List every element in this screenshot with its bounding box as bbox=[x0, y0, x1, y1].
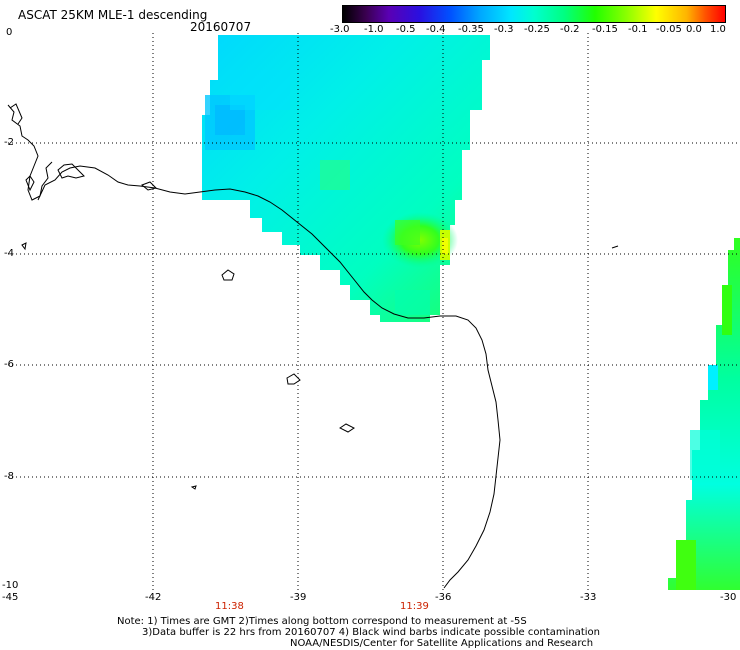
data-swath-main bbox=[202, 35, 490, 322]
colorbar-tick: -0.3 bbox=[494, 24, 514, 35]
note-line-2: 3)Data buffer is 22 hrs from 20160707 4)… bbox=[142, 627, 600, 638]
lon-label: -36 bbox=[435, 592, 452, 603]
lat-label: 0 bbox=[6, 27, 13, 38]
lon-label: -33 bbox=[580, 592, 597, 603]
colorbar-tick: -0.4 bbox=[426, 24, 446, 35]
coastline bbox=[7, 103, 619, 589]
colorbar-tick: -0.1 bbox=[628, 24, 648, 35]
lon-label: -45 bbox=[2, 592, 19, 603]
note-line-1: Note: 1) Times are GMT 2)Times along bot… bbox=[117, 616, 527, 627]
colorbar-tick: -0.15 bbox=[592, 24, 618, 35]
lat-label: -4 bbox=[4, 248, 14, 259]
lon-label: -30 bbox=[720, 592, 737, 603]
lon-label: -42 bbox=[145, 592, 162, 603]
colorbar-tick: 0.0 bbox=[686, 24, 702, 35]
data-swath-right bbox=[668, 238, 740, 590]
map-title: ASCAT 25KM MLE-1 descending bbox=[18, 8, 208, 22]
colorbar-tick: -3.0 bbox=[330, 24, 350, 35]
lat-label: -8 bbox=[4, 471, 14, 482]
colorbar-tick: -0.25 bbox=[524, 24, 550, 35]
colorbar-tick: -0.2 bbox=[560, 24, 580, 35]
lon-label: -39 bbox=[290, 592, 307, 603]
colorbar-tick: -0.35 bbox=[458, 24, 484, 35]
colorbar-tick: -1.0 bbox=[364, 24, 384, 35]
lat-label: -2 bbox=[4, 137, 14, 148]
colorbar-tick: -0.5 bbox=[396, 24, 416, 35]
colorbar bbox=[342, 5, 726, 23]
lat-label: -6 bbox=[4, 359, 14, 370]
note-line-3: NOAA/NESDIS/Center for Satellite Applica… bbox=[290, 638, 594, 649]
colorbar-tick: -0.05 bbox=[656, 24, 682, 35]
colorbar-tick: 1.0 bbox=[710, 24, 726, 35]
time-label: 11:39 bbox=[400, 601, 429, 612]
map-date: 20160707 bbox=[190, 20, 252, 34]
lat-label: -10 bbox=[2, 580, 19, 591]
colorbar-ticks: -3.0 -1.0 -0.5 -0.4 -0.35 -0.3 -0.25 -0.… bbox=[330, 24, 730, 36]
gridlines bbox=[8, 33, 740, 590]
time-label: 11:38 bbox=[215, 601, 244, 612]
